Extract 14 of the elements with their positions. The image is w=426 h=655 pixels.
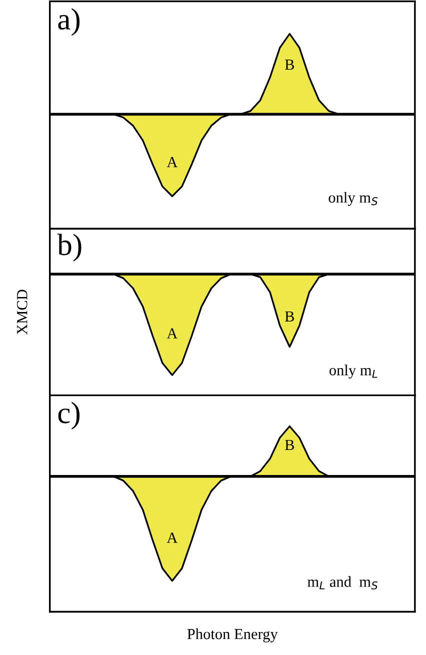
series-label: B bbox=[284, 60, 294, 70]
series-label: B bbox=[284, 440, 294, 450]
chart-title: a) bbox=[58, 8, 80, 36]
chart-title: b) bbox=[57, 234, 82, 262]
series-label: A bbox=[166, 328, 178, 338]
annotation: only m$_{S}$ bbox=[328, 192, 378, 206]
x-axis-title: Photon Energy bbox=[187, 628, 278, 642]
annotation: m$_{L}$ and m$_{S}$ bbox=[308, 576, 378, 590]
y-axis-title: XMCD bbox=[17, 290, 28, 335]
series-label: A bbox=[166, 532, 178, 543]
series-label: B bbox=[284, 311, 294, 322]
annotation: only m$_{L}$ bbox=[330, 364, 378, 378]
series-label: A bbox=[166, 157, 178, 168]
chart-title: c) bbox=[58, 402, 80, 430]
